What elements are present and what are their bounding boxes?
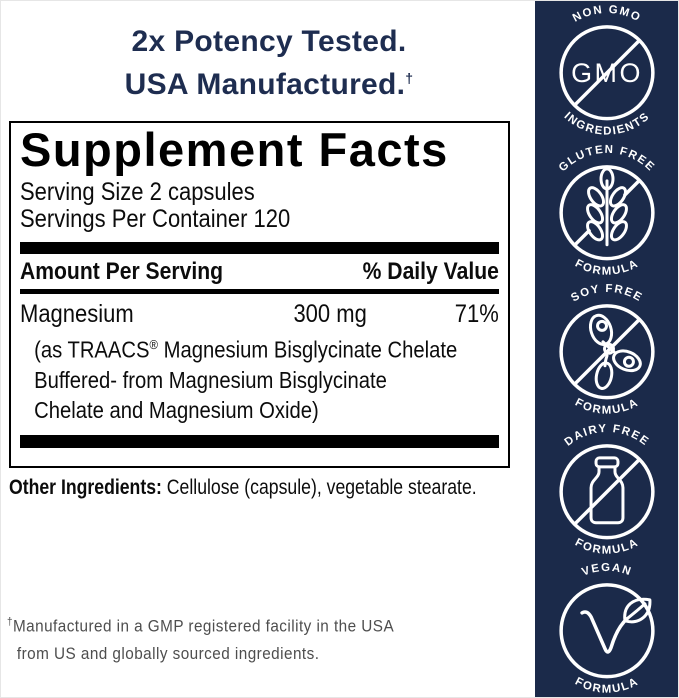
milk-bottle-crossed-icon — [558, 443, 655, 540]
badge-top-text: SOY FREE — [569, 283, 643, 305]
note-line1-post: Magnesium Bisglycinate Chelate — [157, 336, 458, 363]
gmo-crossed-icon: GMO — [558, 25, 655, 121]
badge-non-gmo: GMO NON GMO INGREDIENTS — [558, 4, 655, 138]
note-line2: Buffered- from Magnesium Bisglycinate — [34, 366, 387, 393]
divider-thick-top — [20, 242, 499, 254]
svg-text:FORMULA: FORMULA — [573, 536, 641, 556]
note-line1: (as TRAACS® Magnesium Bisglycinate Chela… — [34, 330, 513, 365]
badge-dairy-free: DAIRY FREE FORMULA — [558, 423, 655, 556]
footnote: †Manufactured in a GMP registered facili… — [7, 609, 542, 667]
header-claim: 2x Potency Tested. USA Manufactured.† — [1, 23, 537, 103]
vegan-leaf-icon — [558, 583, 655, 679]
certification-sidebar: GMO NON GMO INGREDIENTS — [535, 1, 678, 697]
badge-vegan: VEGAN FORMULA — [558, 562, 655, 696]
nutrient-source-note: (as TRAACS® Magnesium Bisglycinate Chela… — [20, 328, 513, 425]
note-line1-pre: (as TRAACS — [34, 336, 150, 363]
supplement-facts-panel: Supplement Facts Serving Size 2 capsules… — [9, 121, 510, 468]
note-line3: Chelate and Magnesium Oxide) — [34, 396, 319, 423]
soybean-crossed-icon — [558, 304, 655, 400]
other-ingredients: Other Ingredients: Cellulose (capsule), … — [9, 475, 545, 501]
wheat-crossed-icon — [558, 164, 655, 260]
footnote-line2: from US and globally sourced ingredients… — [16, 643, 320, 663]
svg-text:FORMULA: FORMULA — [573, 257, 641, 277]
nutrient-row-magnesium: Magnesium 300 mg 71% — [20, 294, 499, 328]
badge-top-text: NON GMO — [570, 4, 641, 25]
amount-per-serving-header: Amount Per Serving — [20, 258, 224, 285]
svg-text:FORMULA: FORMULA — [573, 676, 641, 696]
column-headers: Amount Per Serving % Daily Value — [20, 254, 499, 289]
badge-soy-free: SOY FREE FORMULA — [558, 283, 655, 417]
svg-text:SOY FREE: SOY FREE — [569, 283, 645, 305]
footnote-line1: †Manufactured in a GMP registered facili… — [7, 609, 542, 640]
header-line2-text: USA Manufactured. — [124, 68, 406, 101]
registered-mark: ® — [149, 337, 158, 352]
badge-gluten-free: GLUTEN FREE FORMULA — [556, 143, 655, 277]
badge-bottom-text: FORMULA — [573, 257, 639, 277]
svg-text:FORMULA: FORMULA — [573, 397, 641, 417]
header-dagger: † — [405, 70, 414, 86]
svg-text:NON GMO: NON GMO — [570, 4, 642, 25]
svg-text:VEGAN: VEGAN — [580, 562, 633, 579]
badge-bottom-text: FORMULA — [573, 676, 639, 696]
daily-value-header: % Daily Value — [362, 258, 499, 285]
nutrient-daily-value: 71% — [454, 300, 499, 328]
header-line1: 2x Potency Tested. — [131, 25, 407, 58]
badge-bottom-text: FORMULA — [573, 536, 639, 556]
other-ingredients-label: Other Ingredients: — [9, 476, 162, 499]
nutrient-name: Magnesium — [20, 300, 134, 328]
servings-per-container: Servings Per Container 120 — [20, 205, 291, 233]
footnote-line1-text: Manufactured in a GMP registered facilit… — [12, 616, 395, 636]
divider-thick-bottom — [20, 434, 499, 448]
divider-medium — [20, 289, 499, 294]
badge-top-text: VEGAN — [580, 562, 632, 579]
footnote-dagger: † — [7, 616, 13, 628]
supplement-facts-title: Supplement Facts — [20, 123, 449, 176]
badge-bottom-text: INGREDIENTS — [561, 110, 650, 138]
serving-size: Serving Size 2 capsules — [20, 178, 255, 206]
nutrient-amount: 300 mg — [293, 300, 367, 328]
svg-text:INGREDIENTS: INGREDIENTS — [561, 110, 652, 138]
other-ingredients-value: Cellulose (capsule), vegetable stearate. — [161, 476, 477, 499]
badge-bottom-text: FORMULA — [573, 397, 639, 417]
label-panel: 2x Potency Tested. USA Manufactured.† Su… — [1, 1, 537, 697]
header-line2: USA Manufactured.† — [1, 60, 537, 103]
gmo-center-text: GMO — [571, 58, 643, 88]
